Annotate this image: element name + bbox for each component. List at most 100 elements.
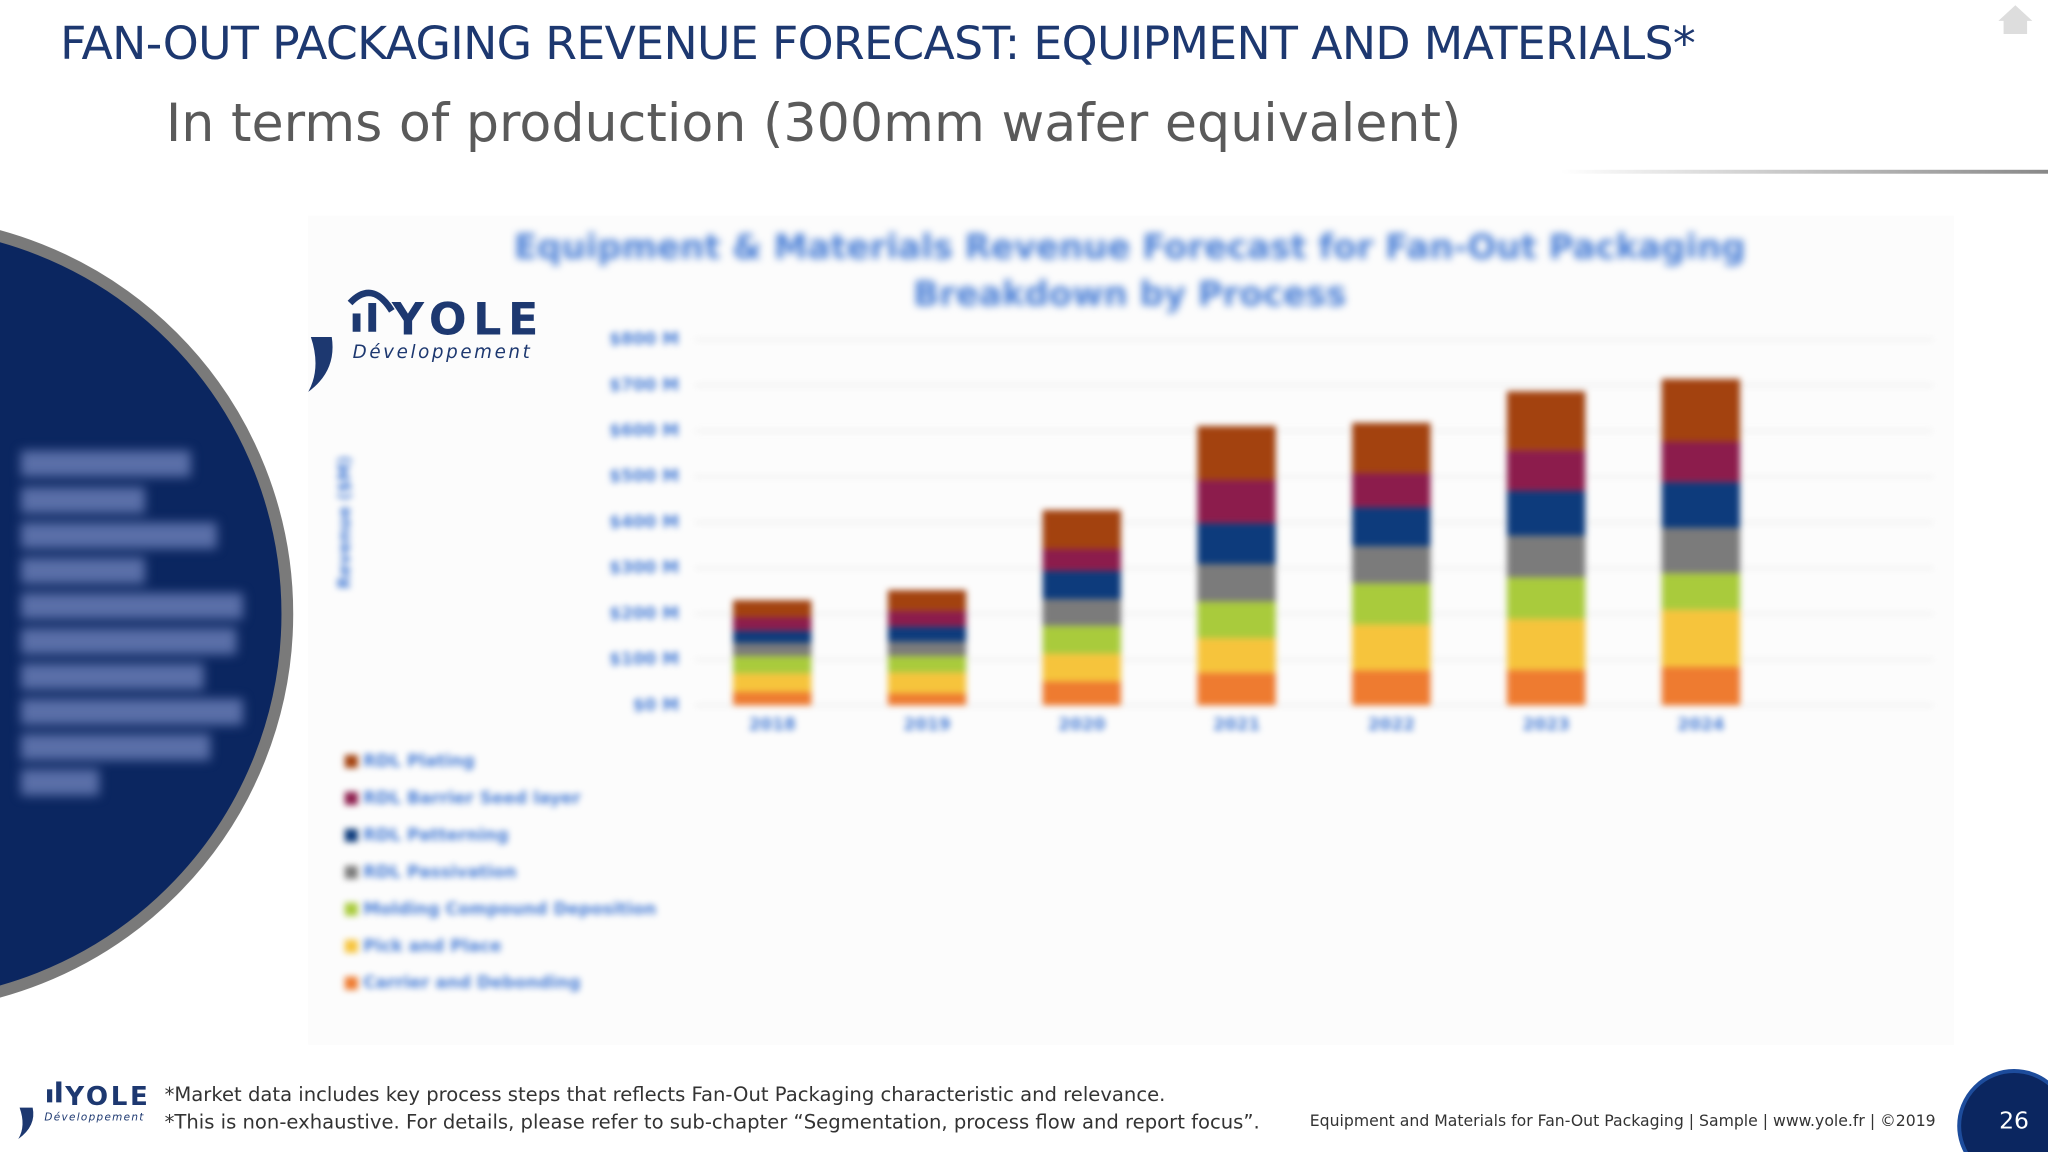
y-tick-label: $200 M — [609, 604, 679, 624]
bar-segment — [1661, 666, 1741, 706]
bar-segment — [1042, 681, 1121, 706]
bar-segment — [733, 617, 812, 631]
bar-segment — [1352, 583, 1431, 625]
legend-label: RDL Patterning — [363, 825, 509, 845]
bar-segment — [733, 630, 812, 644]
y-tick-label: $700 M — [609, 375, 679, 395]
y-tick-label: $800 M — [609, 330, 679, 350]
logo-mark — [18, 1107, 34, 1139]
y-axis-title: Revenue ($M) — [335, 456, 355, 589]
logo-name: YOLE — [391, 294, 545, 345]
bar-segment — [1197, 672, 1276, 706]
bar-segment — [1197, 425, 1276, 480]
slide-subtitle: In terms of production (300mm wafer equi… — [165, 94, 1462, 155]
legend-swatch — [344, 902, 358, 916]
legend-swatch — [344, 976, 358, 990]
bar-segment — [1506, 670, 1586, 706]
legend-label: Pick and Place — [363, 936, 501, 956]
legend-swatch — [344, 865, 358, 879]
legend-label: RDL Plating — [363, 751, 475, 771]
bar-segment — [1661, 482, 1741, 528]
bar-segment — [887, 693, 967, 706]
slide-title: FAN-OUT PACKAGING REVENUE FORECAST: EQUI… — [60, 18, 1696, 71]
footnote: *This is non-exhaustive. For details, pl… — [164, 1110, 1260, 1134]
bar-segment — [887, 655, 967, 673]
bar-segment — [1197, 523, 1276, 565]
y-tick-label: $400 M — [609, 512, 679, 532]
bar-segment — [1506, 577, 1586, 619]
bar-segment — [887, 672, 967, 694]
bar-segment — [1506, 450, 1586, 491]
bar-segment — [887, 626, 967, 642]
home-icon — [1998, 5, 2033, 34]
legend-label: Molding Compound Deposition — [363, 899, 656, 919]
x-tick-label: 2023 — [1523, 715, 1570, 735]
x-tick-label: 2018 — [749, 715, 796, 735]
bar-segment — [1042, 510, 1121, 549]
y-tick-label: $500 M — [609, 467, 679, 487]
page-badge — [1957, 1069, 2048, 1152]
bar-segment — [1506, 535, 1586, 578]
footer: Equipment and Materials for Fan-Out Pack… — [1309, 1111, 1936, 1130]
x-tick-label: 2021 — [1213, 715, 1260, 735]
logo-mark — [368, 303, 377, 332]
legend-swatch — [344, 828, 358, 842]
bar-segment — [1661, 441, 1741, 483]
bar-segment — [887, 641, 967, 656]
bar-segment — [733, 673, 812, 693]
bar-segment — [1197, 479, 1276, 524]
bar-segment — [1042, 625, 1121, 654]
bar-segment — [1661, 609, 1741, 667]
logo-tagline-small: Développement — [44, 1112, 144, 1124]
side-text-blur — [20, 450, 243, 796]
bar-segment — [1197, 601, 1276, 639]
bar-segment — [1661, 573, 1741, 610]
x-tick-label: 2019 — [903, 715, 950, 735]
bar-segment — [1042, 599, 1121, 626]
x-tick-label: 2020 — [1058, 715, 1105, 735]
title-rule — [1560, 169, 2048, 174]
y-tick-label: $100 M — [609, 650, 679, 670]
bar-segment — [1506, 618, 1586, 671]
chart-title: Equipment & Materials Revenue Forecast f… — [513, 228, 1746, 315]
logo-mark — [47, 1089, 53, 1103]
x-tick-label: 2022 — [1368, 715, 1415, 735]
legend-swatch — [344, 754, 358, 768]
logo-mark — [347, 289, 395, 313]
bar-segment — [1352, 546, 1431, 584]
bar-segment — [887, 590, 967, 611]
legend-swatch — [344, 939, 358, 953]
bar-segment — [1042, 653, 1121, 682]
bar-segment — [1506, 490, 1586, 536]
bar-segment — [733, 643, 812, 656]
logo-name-small: YOLE — [64, 1082, 150, 1112]
bar-segment — [1352, 422, 1431, 474]
legend-label: Carrier and Debonding — [363, 973, 581, 993]
bar-segment — [1352, 624, 1431, 671]
page-number: 26 — [1999, 1107, 2029, 1136]
bar-segment — [1506, 391, 1586, 451]
legend-label: RDL Barrier Seed layer — [363, 788, 581, 808]
logo-tagline: Développement — [353, 342, 533, 363]
bar-segment — [1352, 507, 1431, 547]
bar-segment — [1042, 548, 1121, 571]
bar-segment — [733, 692, 812, 706]
y-tick-label: $600 M — [609, 421, 679, 441]
y-tick-label: $300 M — [609, 558, 679, 578]
logo-mark — [56, 1081, 62, 1103]
bar-segment — [887, 610, 967, 627]
bar-segment — [1042, 570, 1121, 600]
bar-segment — [1197, 638, 1276, 673]
bar-segment — [1661, 378, 1741, 442]
bar-segment — [1352, 473, 1431, 508]
bar-segment — [1352, 670, 1431, 706]
bar-segment — [1197, 564, 1276, 602]
x-tick-label: 2024 — [1677, 715, 1724, 735]
bar-segment — [733, 655, 812, 674]
logo-mark — [352, 313, 361, 332]
footnote: *Market data includes key process steps … — [164, 1082, 1166, 1107]
legend-label: RDL Passivation — [363, 862, 517, 882]
